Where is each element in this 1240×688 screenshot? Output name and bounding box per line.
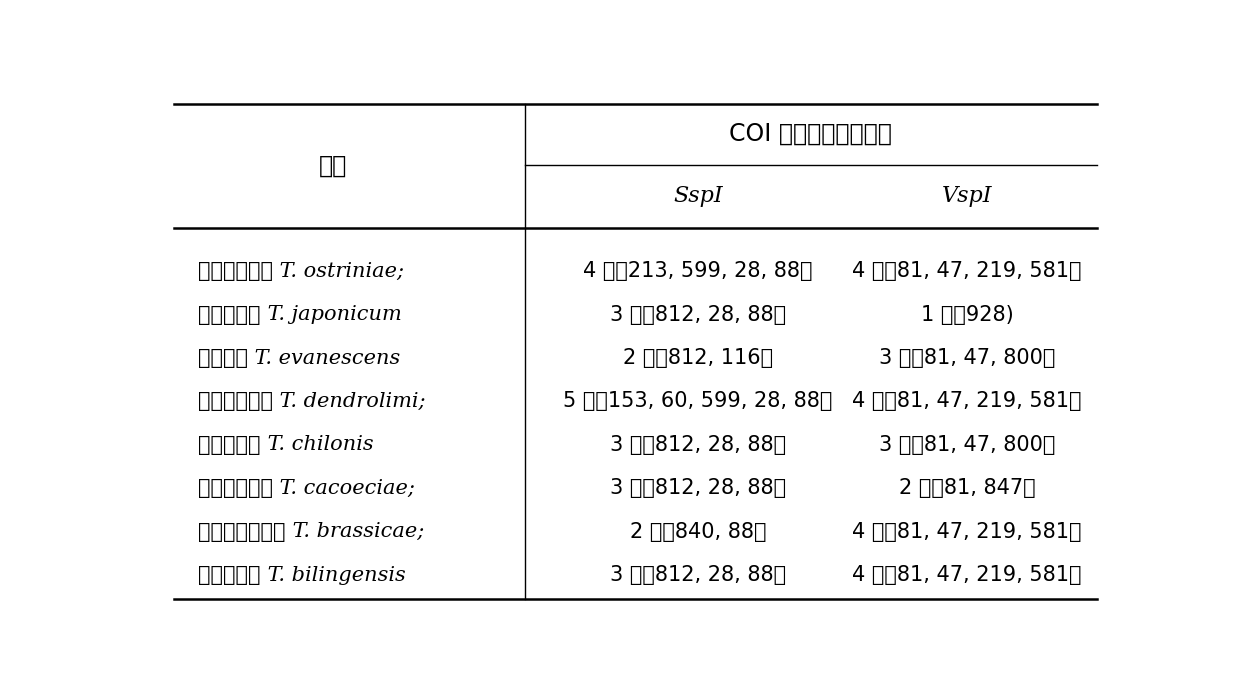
- Text: 3 个（812, 28, 88）: 3 个（812, 28, 88）: [610, 478, 786, 498]
- Text: T. japonicum: T. japonicum: [260, 305, 402, 324]
- Text: T. ostriniae;: T. ostriniae;: [273, 261, 404, 281]
- Text: 5 个（153, 60, 599, 28, 88）: 5 个（153, 60, 599, 28, 88）: [563, 391, 832, 411]
- Text: 4 个（81, 47, 219, 581）: 4 个（81, 47, 219, 581）: [852, 566, 1081, 585]
- Text: 4 个（213, 599, 28, 88）: 4 个（213, 599, 28, 88）: [583, 261, 812, 281]
- Text: 2 个（840, 88）: 2 个（840, 88）: [630, 522, 766, 541]
- Text: SspI: SspI: [673, 186, 723, 208]
- Text: 广赤眼蜂: 广赤眼蜂: [198, 348, 248, 368]
- Text: 2 个（812, 116）: 2 个（812, 116）: [622, 348, 773, 368]
- Text: 4 个（81, 47, 219, 581）: 4 个（81, 47, 219, 581）: [852, 522, 1081, 541]
- Text: T. brassicae;: T. brassicae;: [285, 522, 424, 541]
- Text: VspI: VspI: [942, 186, 992, 208]
- Text: 2 个（81, 847）: 2 个（81, 847）: [899, 478, 1035, 498]
- Text: 松毛虫赤眼蜂: 松毛虫赤眼蜂: [198, 391, 273, 411]
- Text: 1 个（928): 1 个（928): [920, 305, 1013, 325]
- Text: 碧岭赤眼蜂: 碧岭赤眼蜂: [198, 566, 260, 585]
- Text: 甘蓝夜蛾赤眼蜂: 甘蓝夜蛾赤眼蜂: [198, 522, 285, 541]
- Text: 4 个（81, 47, 219, 581）: 4 个（81, 47, 219, 581）: [852, 261, 1081, 281]
- Text: 4 个（81, 47, 219, 581）: 4 个（81, 47, 219, 581）: [852, 391, 1081, 411]
- Text: 螟黄赤眼蜂: 螟黄赤眼蜂: [198, 435, 260, 455]
- Text: T. chilonis: T. chilonis: [260, 436, 373, 454]
- Text: COI 基因片段酶切带谱: COI 基因片段酶切带谱: [729, 122, 893, 147]
- Text: T. evanescens: T. evanescens: [248, 349, 401, 367]
- Text: 3 个（81, 47, 800）: 3 个（81, 47, 800）: [879, 435, 1055, 455]
- Text: T. bilingensis: T. bilingensis: [260, 566, 405, 585]
- Text: 种类: 种类: [319, 154, 347, 178]
- Text: 3 个（81, 47, 800）: 3 个（81, 47, 800）: [879, 348, 1055, 368]
- Text: 3 个（812, 28, 88）: 3 个（812, 28, 88）: [610, 566, 786, 585]
- Text: T. cacoeciae;: T. cacoeciae;: [273, 479, 415, 498]
- Text: 3 个（812, 28, 88）: 3 个（812, 28, 88）: [610, 435, 786, 455]
- Text: 3 个（812, 28, 88）: 3 个（812, 28, 88）: [610, 305, 786, 325]
- Text: 玉米螟赤眼蜂: 玉米螟赤眼蜂: [198, 261, 273, 281]
- Text: 稻螟赤眼蜂: 稻螟赤眼蜂: [198, 305, 260, 325]
- Text: T. dendrolimi;: T. dendrolimi;: [273, 392, 425, 411]
- Text: 卷叶蛾赤眼蜂: 卷叶蛾赤眼蜂: [198, 478, 273, 498]
